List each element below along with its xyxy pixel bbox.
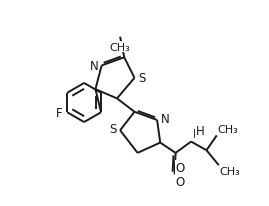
Text: N: N — [193, 127, 201, 140]
Text: CH₃: CH₃ — [218, 125, 239, 135]
Text: N: N — [90, 60, 98, 73]
Text: O: O — [175, 161, 185, 174]
Text: N: N — [160, 113, 169, 126]
Text: S: S — [109, 122, 117, 135]
Text: S: S — [138, 72, 145, 85]
Text: F: F — [55, 106, 62, 119]
Text: CH₃: CH₃ — [220, 166, 240, 176]
Text: O: O — [176, 176, 185, 188]
Text: CH₃: CH₃ — [110, 43, 130, 53]
Text: H: H — [196, 124, 204, 137]
